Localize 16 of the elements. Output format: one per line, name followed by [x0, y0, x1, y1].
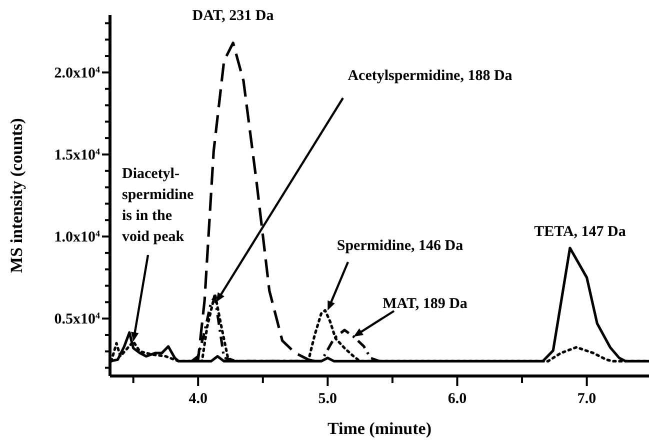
annotation: TETA, 147 Da — [534, 224, 626, 240]
annotation: DAT, 231 Da — [192, 8, 274, 24]
annotation: Spermidine, 146 Da — [336, 238, 464, 254]
y-tick-label: 0.5x10$^{4}$ — [54, 310, 100, 328]
annotation: MAT, 189 Da — [382, 296, 468, 312]
y-tick-label: 1.0x10$^{4}$ — [54, 228, 100, 246]
x-tick-label: 7.0 — [577, 391, 596, 407]
x-tick-label: 5.0 — [318, 391, 338, 407]
y-tick-label: 1.5x10$^{4}$ — [54, 146, 100, 164]
y-axis-title: MS intensity (counts) — [7, 118, 26, 273]
x-axis-title: Time (minute) — [327, 419, 432, 438]
annotation: Acetylspermidine, 188 Da — [348, 68, 513, 84]
x-tick-label: 6.0 — [448, 391, 467, 407]
x-tick-label: 4.0 — [188, 391, 208, 407]
y-tick-label: 2.0x10$^{4}$ — [54, 64, 100, 82]
annotation: Diacetyl- spermidine is in the void peak — [122, 166, 194, 245]
